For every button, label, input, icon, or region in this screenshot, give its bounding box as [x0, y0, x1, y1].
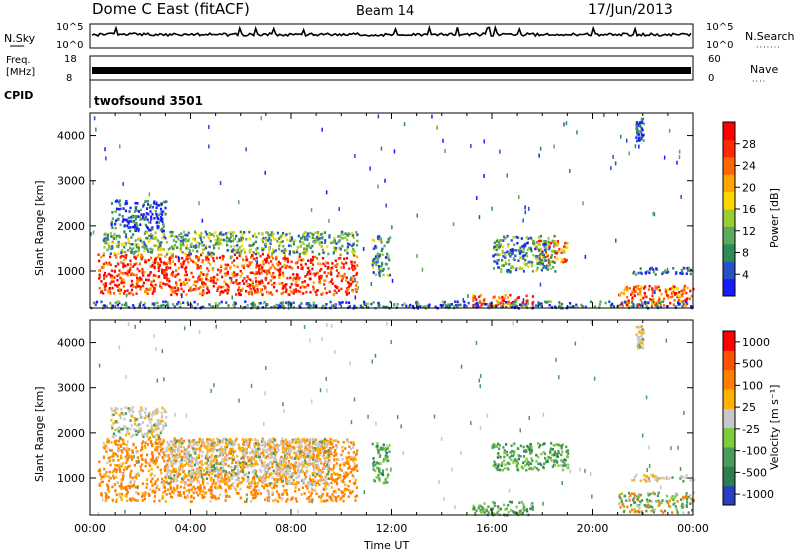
- echo-region: [371, 235, 392, 278]
- y-tick-label: 1000: [57, 265, 85, 278]
- colorbar-swatch: [723, 427, 735, 448]
- colorbar-swatch: [723, 243, 735, 262]
- y-tick-label: 1000: [57, 472, 85, 485]
- nsearch-high-tick: 10^5: [706, 22, 733, 33]
- nsky-low-tick: 10^0: [56, 40, 83, 51]
- x-tick-label: 00:00: [677, 522, 709, 535]
- echo-region: [371, 442, 391, 485]
- echo-region: [165, 437, 331, 485]
- colorbar-tick-label: 28: [742, 138, 756, 151]
- colorbar-tick-label: 24: [742, 160, 756, 173]
- nsky-label: N.Sky: [4, 32, 36, 45]
- colorbar-swatch: [723, 408, 735, 429]
- y-tick-label: 3000: [57, 175, 85, 188]
- freq-label: Freq.: [6, 55, 31, 66]
- echo-region: [110, 406, 168, 440]
- nave-bottom-tick: 0: [708, 73, 714, 84]
- noise-echoes: [90, 113, 682, 310]
- echo-region: [617, 491, 695, 515]
- colorbar-swatch: [723, 389, 735, 409]
- colorbar-swatch: [723, 466, 735, 487]
- colorbar-tick-label: -1000: [742, 488, 774, 501]
- nave-label: Nave: [750, 63, 778, 76]
- nsky-high-tick: 10^5: [56, 22, 83, 33]
- x-tick-label: 20:00: [577, 522, 609, 535]
- freq-panel: [89, 55, 694, 81]
- echo-region: [110, 199, 168, 233]
- colorbar-swatch: [723, 139, 735, 158]
- colorbar-swatch: [723, 191, 735, 210]
- velocity-panel: 1000 2000 3000 4000 Slant Range [km] 00:00 0…: [33, 319, 709, 552]
- echo-region: [631, 473, 696, 483]
- x-tick-label: 16:00: [476, 522, 508, 535]
- echo-region: [635, 325, 645, 350]
- colorbar-swatch: [723, 331, 735, 351]
- velocity-ylabel: Slant Range [km]: [33, 386, 46, 482]
- colorbar-swatch: [723, 174, 735, 193]
- svg-text:····: ····: [752, 77, 766, 86]
- beam-label: Beam 14: [356, 4, 414, 19]
- cpid-value: twofsound 3501: [94, 94, 203, 108]
- y-tick-label: 3000: [57, 382, 85, 395]
- colorbar-tick-label: 25: [742, 401, 756, 414]
- colorbar-tick-label: 12: [742, 225, 756, 238]
- echo-region: [471, 500, 534, 517]
- freq-top-tick: 18: [64, 54, 77, 65]
- echo-region: [618, 284, 695, 308]
- nsearch-label: N.Search: [745, 30, 795, 43]
- velocity-colorbar: 1000 500 100 25 -25 -100 -500 -1000 Velocity [m…: [722, 330, 781, 506]
- nsky-panel: [89, 23, 694, 49]
- cpid-label: CPID: [4, 89, 33, 102]
- power-ylabel: Slant Range [km]: [33, 180, 46, 276]
- colorbar-swatch: [723, 209, 735, 227]
- colorbar-swatch: [723, 226, 735, 245]
- colorbar-swatch: [723, 485, 735, 506]
- echo-region: [492, 234, 557, 274]
- echo-region: [97, 252, 359, 297]
- power-panel: 1000 2000 3000 4000 Slant Range [km]: [33, 112, 695, 310]
- nsky-trace: [91, 24, 692, 38]
- colorbar-tick-label: 16: [742, 203, 756, 216]
- colorbar-swatch: [723, 122, 735, 140]
- colorbar-swatch: [723, 350, 735, 371]
- colorbar-tick-label: 8: [742, 247, 749, 260]
- colorbar-tick-label: 4: [742, 268, 749, 281]
- freq-unit-label: [MHz]: [6, 67, 35, 78]
- colorbar-tick-label: 500: [742, 358, 763, 371]
- colorbar-swatch: [723, 369, 735, 390]
- echo-region: [102, 230, 359, 256]
- freq-bottom-tick: 8: [66, 73, 72, 84]
- power-colorbar-label: Power [dB]: [768, 188, 781, 248]
- power-colorbar: 4 8 12 16 20 24 28 Power [dB]: [722, 121, 781, 297]
- colorbar-tick-label: 100: [742, 379, 763, 392]
- colorbar-tick-label: -500: [742, 466, 767, 479]
- nave-top-tick: 60: [708, 54, 721, 65]
- colorbar-tick-label: 1000: [742, 336, 770, 349]
- nsearch-low-tick: 10^0: [706, 40, 733, 51]
- colorbar-tick-label: -25: [742, 423, 760, 436]
- y-tick-label: 2000: [57, 220, 85, 233]
- velocity-colorbar-label: Velocity [m s⁻¹]: [768, 385, 781, 470]
- colorbar-swatch: [723, 261, 735, 280]
- colorbar-swatch: [723, 156, 735, 175]
- y-tick-label: 4000: [57, 337, 85, 350]
- colorbar-swatch: [723, 447, 735, 467]
- x-tick-label: 04:00: [175, 522, 207, 535]
- colorbar-tick-label: -100: [742, 445, 767, 458]
- y-tick-label: 2000: [57, 427, 85, 440]
- noise-echoes: [97, 320, 685, 516]
- x-tick-label: 12:00: [376, 522, 408, 535]
- echo-region: [632, 266, 693, 276]
- svg-text:·······: ·······: [756, 43, 781, 52]
- colorbar-tick-label: 20: [742, 181, 756, 194]
- freq-trace: [92, 67, 691, 74]
- figure-title: Dome C East (fitACF): [92, 0, 250, 18]
- date-label: 17/Jun/2013: [588, 2, 673, 18]
- x-tick-label: 08:00: [275, 522, 307, 535]
- x-axis-label: Time UT: [363, 539, 409, 552]
- x-tick-label: 00:00: [74, 522, 106, 535]
- y-tick-label: 4000: [57, 130, 85, 143]
- colorbar-swatch: [723, 278, 735, 297]
